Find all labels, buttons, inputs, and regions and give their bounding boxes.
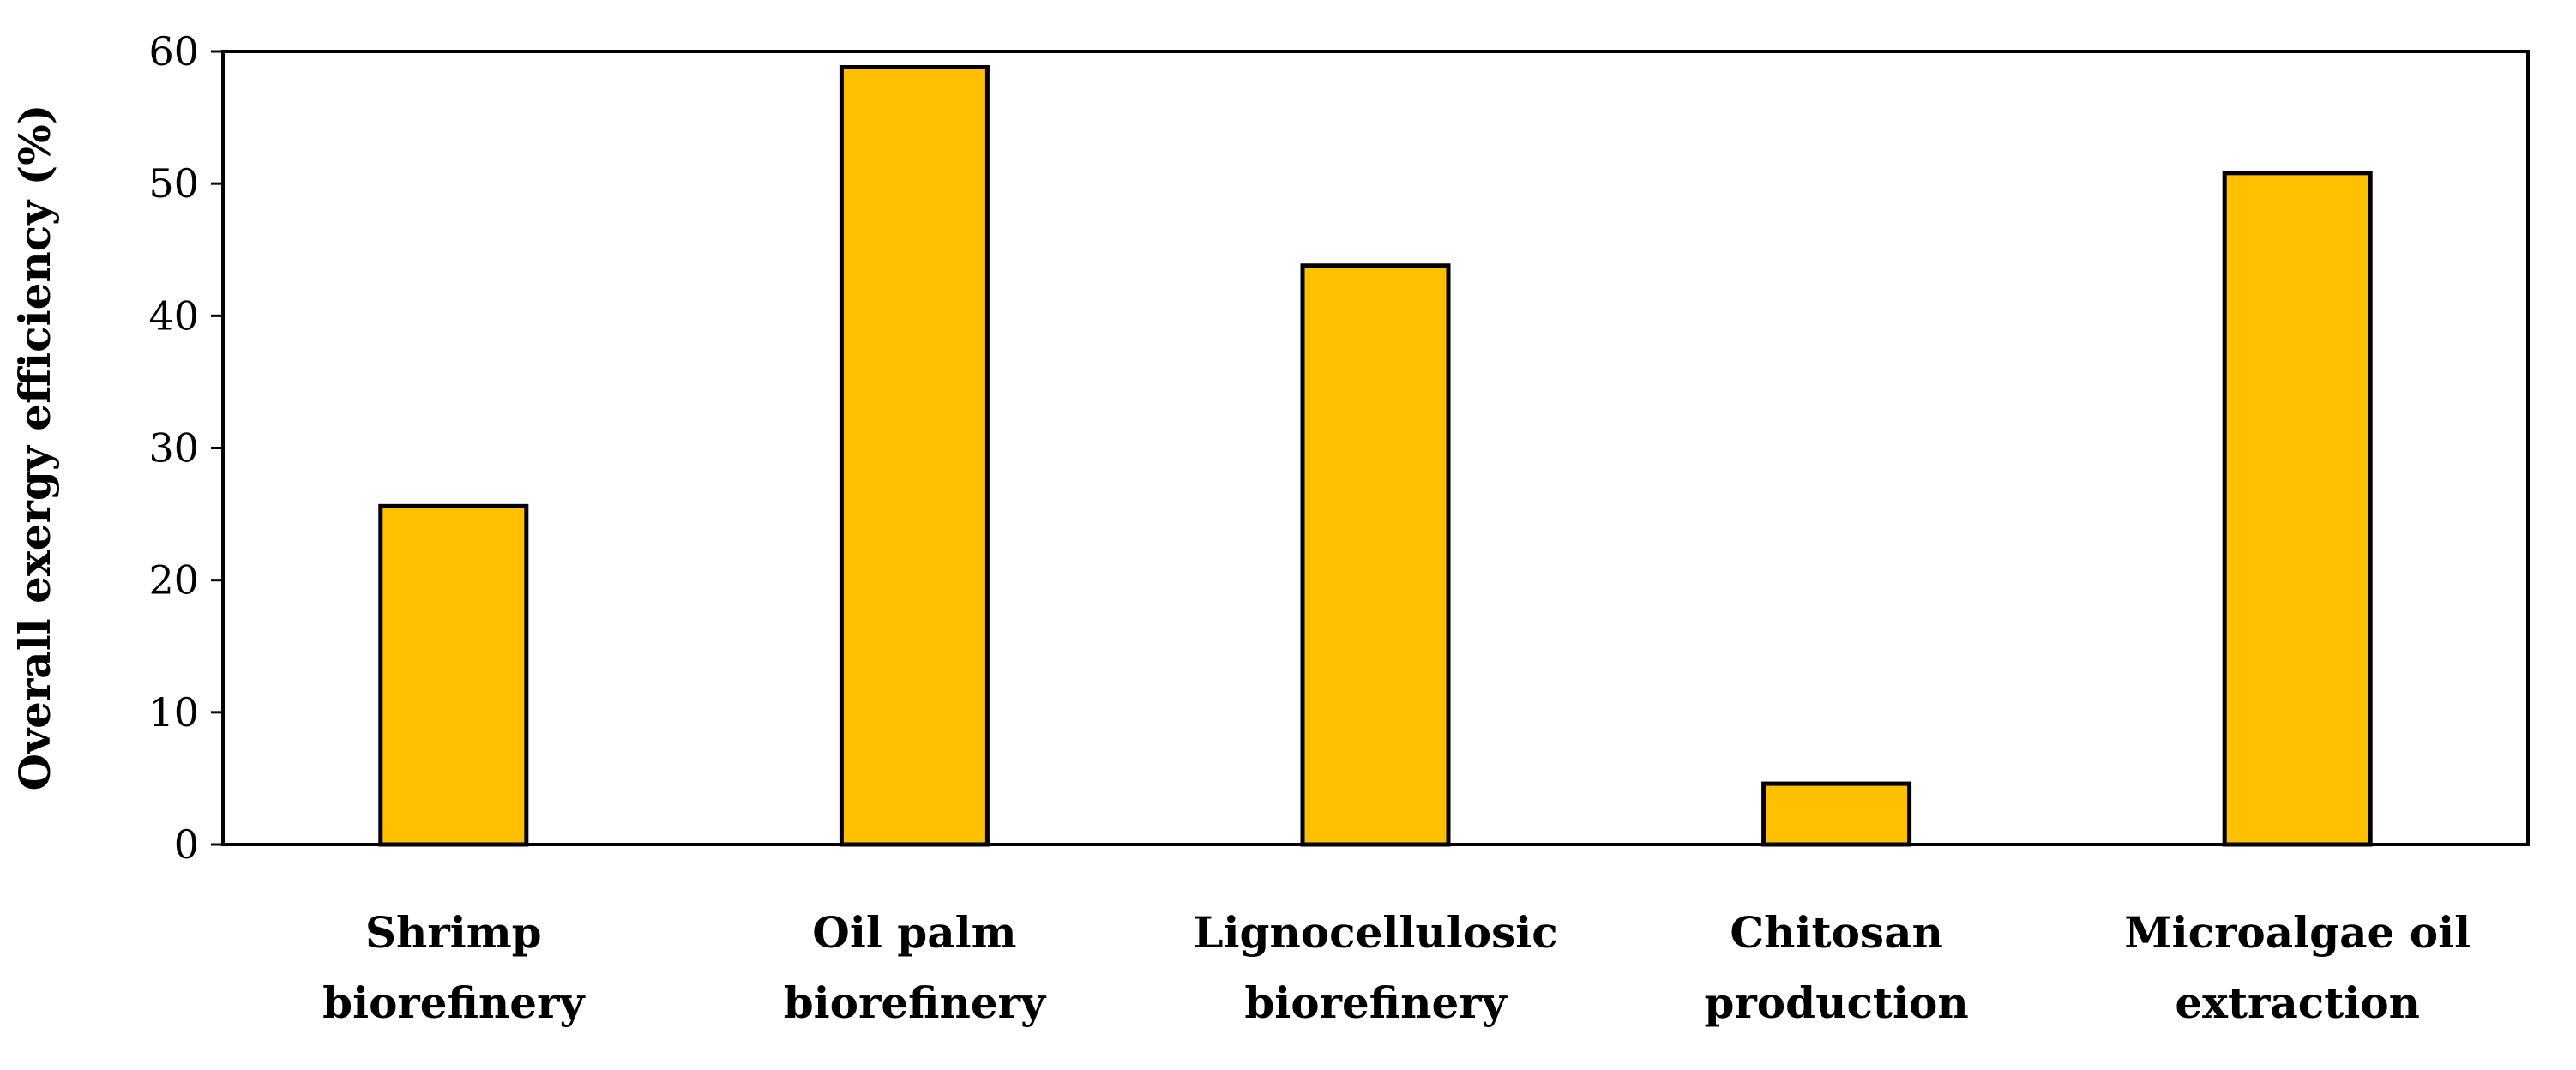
plot-area-frame — [221, 50, 2530, 846]
y-tick-label: 10 — [148, 689, 199, 736]
y-tick-label: 20 — [148, 557, 199, 604]
x-category-label: Microalgae oil — [2124, 907, 2471, 958]
bar — [839, 65, 990, 847]
y-tick-label: 60 — [148, 28, 199, 75]
x-category-label: Shrimp — [365, 907, 542, 958]
x-category-label: biorefinery — [322, 977, 586, 1028]
y-tick-label: 30 — [148, 425, 199, 472]
bar — [1761, 781, 1912, 847]
x-category-label: extraction — [2175, 977, 2420, 1028]
y-tick-label: 50 — [148, 160, 199, 207]
x-category-label: Chitosan — [1730, 907, 1943, 958]
y-tick-label: 0 — [174, 821, 199, 868]
y-axis-ticks: 0 10 20 30 40 50 60 — [148, 28, 223, 868]
x-category-label: biorefinery — [1244, 977, 1508, 1028]
x-category-label: Lignocellulosic — [1193, 907, 1557, 958]
x-axis-labels: Shrimp biorefinery Oil palm biorefinery Lign… — [322, 907, 2471, 1028]
y-tick-label: 40 — [148, 292, 199, 339]
bar — [378, 503, 529, 847]
bars — [378, 65, 2373, 847]
x-category-label: production — [1704, 977, 1968, 1028]
bar — [2222, 171, 2373, 847]
x-category-label: biorefinery — [784, 977, 1047, 1028]
x-category-label: Oil palm — [812, 907, 1016, 958]
y-axis-title: Overall exergy efficiency (%) — [9, 105, 60, 791]
bar — [1300, 263, 1451, 847]
